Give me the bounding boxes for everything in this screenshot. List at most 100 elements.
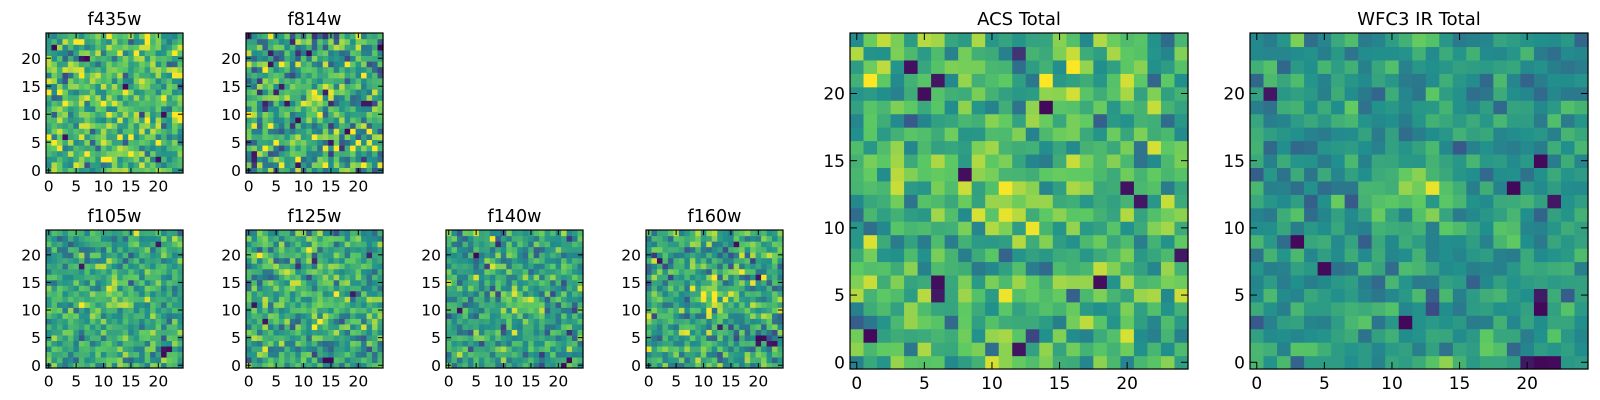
pixel — [251, 49, 258, 56]
pixel — [350, 111, 357, 118]
pixel — [95, 66, 102, 73]
pixel — [377, 235, 384, 242]
pixel — [561, 340, 568, 347]
pixel — [333, 89, 340, 96]
pixel — [1466, 342, 1481, 357]
pixel — [1250, 342, 1265, 357]
pixel — [306, 72, 313, 79]
pixel — [267, 94, 274, 101]
pixel — [377, 301, 384, 308]
pixel — [111, 241, 118, 248]
pixel — [295, 167, 302, 174]
pixel — [111, 351, 118, 358]
pixel — [155, 252, 162, 259]
pixel — [1331, 355, 1346, 370]
pixel — [350, 38, 357, 45]
pixel — [73, 83, 80, 90]
pixel — [1344, 328, 1359, 343]
pixel — [150, 345, 157, 353]
pixel — [1250, 167, 1265, 182]
pixel — [267, 356, 274, 364]
pixel — [366, 307, 373, 314]
pixel — [300, 105, 307, 112]
pixel — [139, 111, 146, 118]
pixel — [473, 340, 480, 347]
pixel — [177, 329, 184, 336]
pixel — [150, 122, 157, 129]
pixel — [161, 66, 168, 73]
pixel — [372, 61, 379, 68]
pixel — [1263, 234, 1278, 249]
pixel — [333, 122, 340, 129]
pixel — [1547, 342, 1562, 357]
pixel — [284, 307, 291, 314]
pixel — [462, 356, 469, 364]
pixel — [328, 128, 335, 135]
pixel — [117, 356, 124, 364]
pixel — [89, 66, 96, 73]
pixel — [144, 83, 151, 90]
pixel — [62, 100, 69, 107]
pixel — [311, 66, 318, 73]
pixel — [295, 156, 302, 163]
pixel — [51, 290, 58, 297]
pixel — [166, 55, 173, 62]
pixel — [51, 105, 58, 112]
pixel — [166, 167, 173, 174]
pixel — [278, 72, 285, 79]
pixel — [246, 235, 253, 242]
pixel — [111, 117, 118, 124]
pixel — [289, 111, 296, 118]
pixel — [172, 274, 179, 281]
pixel — [1479, 221, 1494, 236]
pixel — [339, 301, 346, 308]
pixel — [95, 235, 102, 242]
pixel — [333, 285, 340, 292]
pixel — [289, 257, 296, 264]
pixel — [117, 246, 124, 253]
pixel — [106, 117, 113, 124]
pixel — [284, 33, 291, 40]
pixel — [161, 94, 168, 101]
pixel — [267, 345, 274, 353]
pixel — [246, 38, 253, 45]
pixel — [139, 274, 146, 281]
pixel — [333, 117, 340, 124]
pixel — [333, 230, 340, 237]
pixel — [328, 312, 335, 319]
pixel — [1290, 288, 1305, 303]
pixel — [51, 161, 58, 168]
pixel — [273, 128, 280, 135]
pixel — [328, 351, 335, 358]
pixel — [155, 49, 162, 56]
pixel — [289, 318, 296, 325]
pixel — [278, 263, 285, 270]
pixel — [339, 167, 346, 174]
x-tick-label: 20 — [148, 373, 168, 391]
pixel — [106, 44, 113, 51]
pixel — [1344, 248, 1359, 263]
pixel — [262, 356, 269, 364]
pixel — [144, 241, 151, 248]
pixel — [150, 55, 157, 62]
pixel — [289, 38, 296, 45]
pixel — [62, 128, 69, 135]
pixel — [361, 301, 368, 308]
pixel — [1493, 288, 1508, 303]
pixel — [51, 156, 58, 163]
pixel — [311, 61, 318, 68]
pixel — [284, 329, 291, 336]
pixel — [577, 356, 584, 364]
pixel — [1466, 194, 1481, 209]
pixel — [355, 49, 362, 56]
pixel — [533, 329, 540, 336]
pixel — [1412, 261, 1427, 276]
pixel — [278, 122, 285, 129]
pixel — [177, 117, 184, 124]
pixel — [46, 38, 53, 45]
pixel — [284, 94, 291, 101]
pixel — [1506, 342, 1521, 357]
pixel — [372, 133, 379, 140]
pixel — [284, 290, 291, 297]
pixel — [289, 356, 296, 364]
